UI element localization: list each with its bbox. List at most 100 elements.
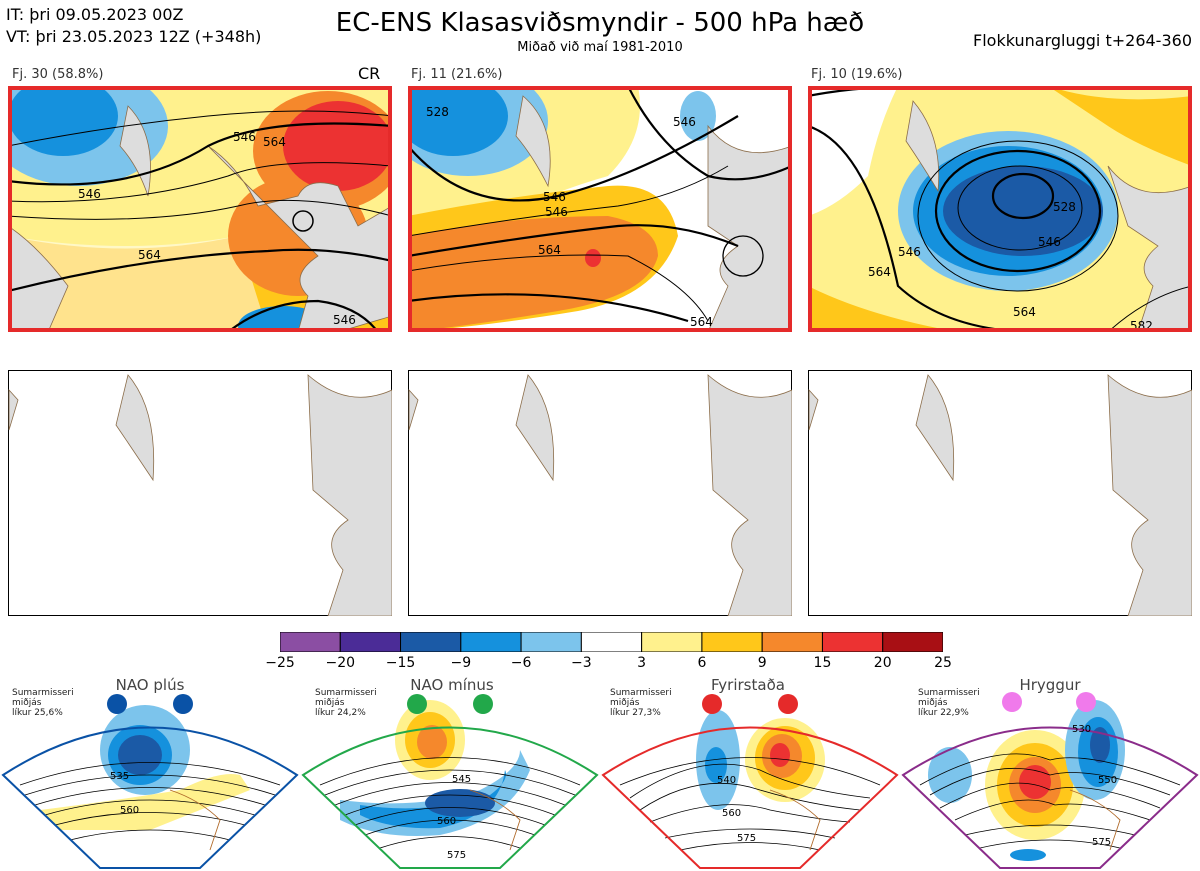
colorbar-cell: [641, 632, 703, 652]
colorbar-tick-label: −20: [325, 655, 356, 671]
height-contour-bold: [811, 126, 1004, 329]
colorbar-cell: [400, 632, 462, 652]
europe-land: [1107, 165, 1189, 329]
cluster-map-2[interactable]: 528 546 546 564 564 546: [408, 86, 792, 332]
height-contour-bold: [230, 299, 377, 329]
negative-anomaly-core: [943, 166, 1103, 256]
regime-dot: [473, 694, 493, 714]
contour-label: 546: [233, 130, 256, 144]
contour-label: 546: [898, 245, 921, 259]
regime-median: miðjás: [610, 698, 640, 708]
regime-name-nao-plus: NAO plús: [115, 676, 185, 694]
colorbar-tick-label: 6: [697, 655, 707, 671]
regime-dot: [1002, 692, 1022, 712]
cluster-map-3[interactable]: 546 528 546 564 564 582: [808, 86, 1192, 332]
page-title: EC-ENS Klasasviðsmyndir - 500 hPa hæð: [335, 8, 865, 38]
negative-anomaly-core: [411, 89, 508, 156]
contour-label: 545: [452, 774, 471, 785]
greenland-land: [515, 374, 555, 482]
height-contour: [11, 199, 389, 220]
regime-info-blocking: Sumarmisseri miðjás líkur 27,3%: [610, 688, 672, 718]
neutral-area: [11, 236, 268, 329]
selected-frame: [808, 86, 1192, 332]
contour-label: 564: [138, 248, 161, 262]
regime-dot: [1076, 692, 1096, 712]
regime-probability: líkur 25,6%: [12, 708, 63, 718]
height-contour-bold: [411, 115, 739, 202]
regime-median: miðjás: [918, 698, 948, 708]
height-contour: [11, 110, 389, 146]
height-contour: [11, 162, 389, 203]
contour-label: 546: [78, 187, 101, 201]
colorbar-tick-label: 20: [873, 655, 892, 671]
colorbar-tick-label: −3: [571, 655, 592, 671]
contour-label: 528: [1053, 200, 1076, 214]
colorbar-tick-label: −15: [385, 655, 416, 671]
page-subtitle: Miðað við maí 1981-2010: [517, 40, 683, 55]
contour-label: 564: [263, 135, 286, 149]
colorbar-cell: [701, 632, 763, 652]
contour-label: 546: [1038, 235, 1061, 249]
regime-probability: líkur 22,9%: [918, 708, 969, 718]
height-contour: [917, 140, 1119, 292]
regime-info-nao-minus: Sumarmisseri miðjás líkur 24,2%: [315, 688, 377, 718]
regime-dot: [778, 694, 798, 714]
cluster-3-label: Fj. 10 (19.6%): [811, 67, 903, 82]
colorbar-cell: [761, 632, 823, 652]
cluster-1-label: Fj. 30 (58.8%): [12, 67, 104, 82]
empty-map-2: [408, 370, 792, 616]
valid-time: VT: þri 23.05.2023 12Z (+348h): [6, 27, 262, 46]
height-contour-bold: [11, 122, 389, 186]
height-contour-bold: [811, 89, 872, 97]
contour-label: 575: [447, 850, 466, 861]
cluster-map-1[interactable]: 546 564 546 564 546: [8, 86, 392, 332]
regime-map-nao-plus: 535 560: [1, 694, 299, 869]
selected-frame: [408, 86, 792, 332]
positive-anomaly-gold-ne: [1052, 89, 1189, 165]
height-contour-bold: [11, 248, 389, 292]
positive-anomaly-red: [585, 249, 601, 267]
regime-dot: [407, 694, 427, 714]
contour-label: 564: [690, 315, 713, 329]
europe-land: [307, 374, 392, 616]
contour-label: 535: [110, 771, 129, 782]
regime-dot: [107, 694, 127, 714]
regime-info-nao-plus: Sumarmisseri miðjás líkur 25,6%: [12, 688, 74, 718]
selected-frame: [8, 86, 392, 332]
contour-label: 546: [333, 313, 356, 327]
regime-season: Sumarmisseri: [12, 688, 74, 698]
regime-season: Sumarmisseri: [918, 688, 980, 698]
canada-land: [8, 388, 19, 431]
contour-label: 546: [543, 190, 566, 204]
height-contour-bold: [934, 149, 1102, 273]
contour-label: 582: [1130, 319, 1153, 332]
regime-probability: líkur 24,2%: [315, 708, 366, 718]
regime-median: miðjás: [12, 698, 42, 708]
regime-panels: 535 560 545 560 575: [1, 692, 1199, 869]
regime-median: miðjás: [315, 698, 345, 708]
height-contour: [957, 165, 1083, 251]
contour-label: 560: [437, 816, 456, 827]
europe-land: [207, 145, 389, 329]
regime-season: Sumarmisseri: [315, 688, 377, 698]
low-centre-contour: [292, 210, 314, 232]
colorbar-tick-label: 15: [813, 655, 832, 671]
contour-label: 546: [545, 205, 568, 219]
greenland-land: [905, 100, 940, 193]
regime-dot: [173, 694, 193, 714]
regime-season: Sumarmisseri: [610, 688, 672, 698]
regime-dot: [702, 694, 722, 714]
regime-map-nao-minus: 545 560 575: [301, 694, 599, 869]
colorbar-tick-label: −6: [510, 655, 532, 671]
colorbar-tick-label: 3: [637, 655, 647, 671]
colorbar-cell: [882, 632, 943, 652]
europe-land: [707, 124, 789, 329]
colorbar-cell: [460, 632, 522, 652]
cluster-1-tag: CR: [358, 64, 381, 83]
regime-name-ridge: Hryggur: [1019, 676, 1081, 694]
colorbar-tick-label: −25: [265, 655, 295, 671]
regime-map-ridge: 530 550 575: [901, 692, 1199, 869]
contour-label: 546: [673, 115, 696, 129]
colorbar-tick-label: 25: [934, 655, 952, 671]
regime-name-blocking: Fyrirstaða: [711, 676, 785, 694]
